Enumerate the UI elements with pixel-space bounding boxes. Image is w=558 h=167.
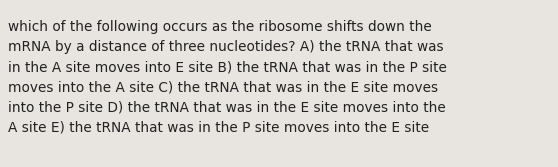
Text: which of the following occurs as the ribosome shifts down the
mRNA by a distance: which of the following occurs as the rib… [8,20,447,134]
